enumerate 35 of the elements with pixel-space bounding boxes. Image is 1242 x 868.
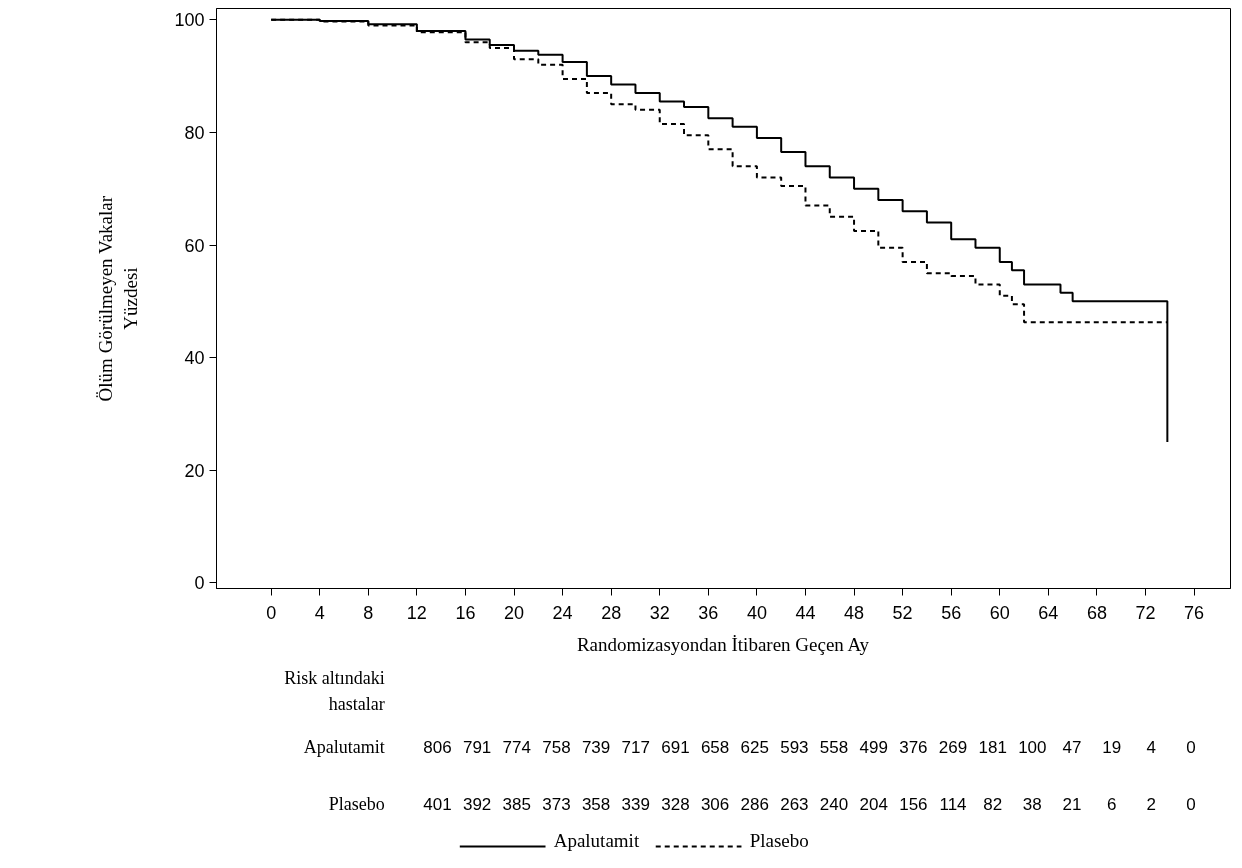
x-tick-label: 16 [455, 602, 476, 623]
x-tick-label: 48 [844, 602, 865, 623]
x-axis-title: Randomizasyondan İtibaren Geçen Ay [576, 633, 870, 655]
x-tick-label: 76 [1184, 602, 1205, 623]
y-tick-label: 100 [174, 10, 205, 31]
x-tick-label: 68 [1086, 602, 1107, 623]
x-tick-label: 44 [795, 602, 816, 623]
y-tick-label: 0 [194, 573, 205, 594]
x-tick-label: 4 [314, 602, 325, 623]
x-tick-label: 8 [363, 602, 374, 623]
x-tick-label: 36 [698, 602, 719, 623]
x-tick-label: 0 [266, 602, 277, 623]
x-tick-label: 24 [552, 602, 573, 623]
x-tick-label: 20 [504, 602, 525, 623]
x-tick-label: 60 [989, 602, 1010, 623]
y-tick-label: 60 [184, 235, 205, 256]
x-tick-label: 56 [941, 602, 962, 623]
text: 401 392 385 373 358 339 328 306 286 263 240 204 156 114 82 38 21 6 2 0 [423, 794, 1196, 814]
text: 806 791 774 758 739 717 691 658 625 593 558 499 376 269 181 100 47 19 4 0 [423, 737, 1196, 757]
x-tick-label: 12 [406, 602, 427, 623]
text: Plasebo [328, 793, 385, 814]
y-tick-label: 80 [184, 122, 205, 143]
x-tick-label: 64 [1038, 602, 1059, 623]
y-tick-label: 40 [184, 348, 205, 369]
y-tick-label: 20 [184, 460, 205, 481]
x-tick-label: 32 [649, 602, 670, 623]
x-tick-label: 72 [1135, 602, 1156, 623]
x-tick-label: 52 [892, 602, 913, 623]
legend-label: Apalutamit [553, 830, 640, 851]
y-axis-title: Ölüm Görülmeyen Vakalar Yüzdesi [95, 195, 142, 402]
text: Risk altındaki hastalar [284, 667, 385, 714]
x-tick-label: 28 [601, 602, 622, 623]
legend-label: Plasebo [749, 830, 809, 851]
x-tick-label: 40 [746, 602, 767, 623]
text: Apalutamit [303, 736, 385, 757]
